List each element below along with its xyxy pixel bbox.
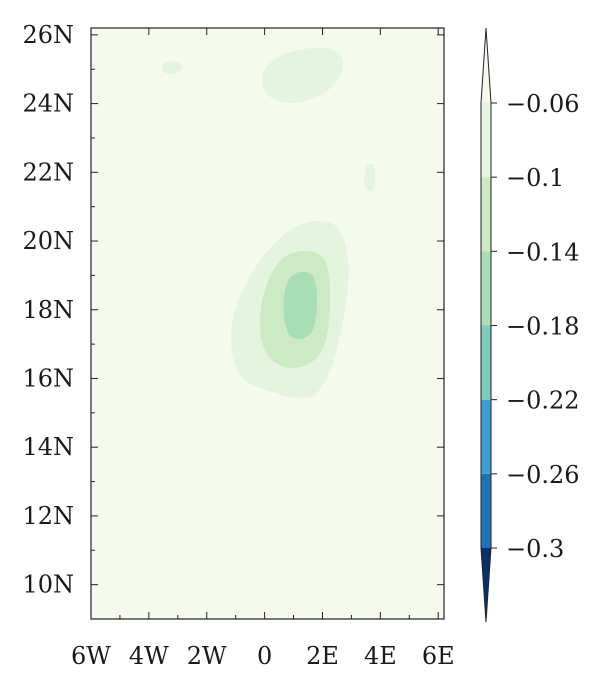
x-tick-label: 4W bbox=[129, 642, 169, 670]
colorbar-band bbox=[481, 251, 491, 326]
y-tick-label: 18N bbox=[22, 296, 74, 324]
colorbar-label: −0.3 bbox=[506, 535, 564, 563]
x-tick-label: 0 bbox=[257, 642, 272, 670]
y-tick-label: 26N bbox=[22, 21, 74, 49]
colorbar-extend-min bbox=[481, 548, 491, 622]
y-tick-label: 12N bbox=[22, 502, 74, 530]
y-tick-label: 14N bbox=[22, 433, 74, 461]
x-tick-label: 6E bbox=[422, 642, 455, 670]
colorbar-label: −0.18 bbox=[506, 313, 580, 341]
contour-fills bbox=[161, 48, 376, 398]
colorbar-label: −0.14 bbox=[506, 238, 580, 266]
contour-main-core bbox=[283, 271, 318, 340]
contour-north-patch bbox=[261, 48, 343, 104]
colorbar-band bbox=[481, 399, 491, 474]
colorbar-band bbox=[481, 177, 491, 252]
colorbar-label: −0.1 bbox=[506, 164, 564, 192]
y-tick-label: 16N bbox=[22, 364, 74, 392]
colorbar: −0.3 −0.26 −0.22 −0.18 −0.14 −0.1 −0.06 bbox=[480, 27, 580, 623]
y-tick-label: 20N bbox=[22, 227, 74, 255]
colorbar-band bbox=[481, 473, 491, 548]
colorbar-band bbox=[481, 325, 491, 400]
contour-northwest-spot bbox=[161, 60, 183, 74]
contour-east-spot bbox=[364, 163, 376, 192]
colorbar-band bbox=[481, 103, 491, 178]
x-tick-label: 4E bbox=[364, 642, 397, 670]
y-tick-label: 10N bbox=[22, 571, 74, 599]
map-panel: 6W 4W 2W 0 2E 4E 6E 10N 12N 14N 16N 18N 20N 22N 24N 26… bbox=[22, 21, 454, 670]
y-axis: 10N 12N 14N 16N 18N 20N 22N 24N 26N bbox=[22, 21, 444, 599]
colorbar-label: −0.26 bbox=[506, 461, 580, 489]
colorbar-label: −0.22 bbox=[506, 387, 580, 415]
x-tick-label: 2E bbox=[306, 642, 339, 670]
colorbar-label: −0.06 bbox=[506, 90, 580, 118]
x-axis: 6W 4W 2W 0 2E 4E 6E bbox=[71, 28, 455, 670]
colorbar-extend-max bbox=[481, 28, 491, 103]
x-tick-label: 2W bbox=[187, 642, 227, 670]
y-tick-label: 22N bbox=[22, 158, 74, 186]
map-frame bbox=[90, 27, 445, 620]
y-tick-label: 24N bbox=[22, 90, 74, 118]
x-tick-label: 6W bbox=[71, 642, 111, 670]
